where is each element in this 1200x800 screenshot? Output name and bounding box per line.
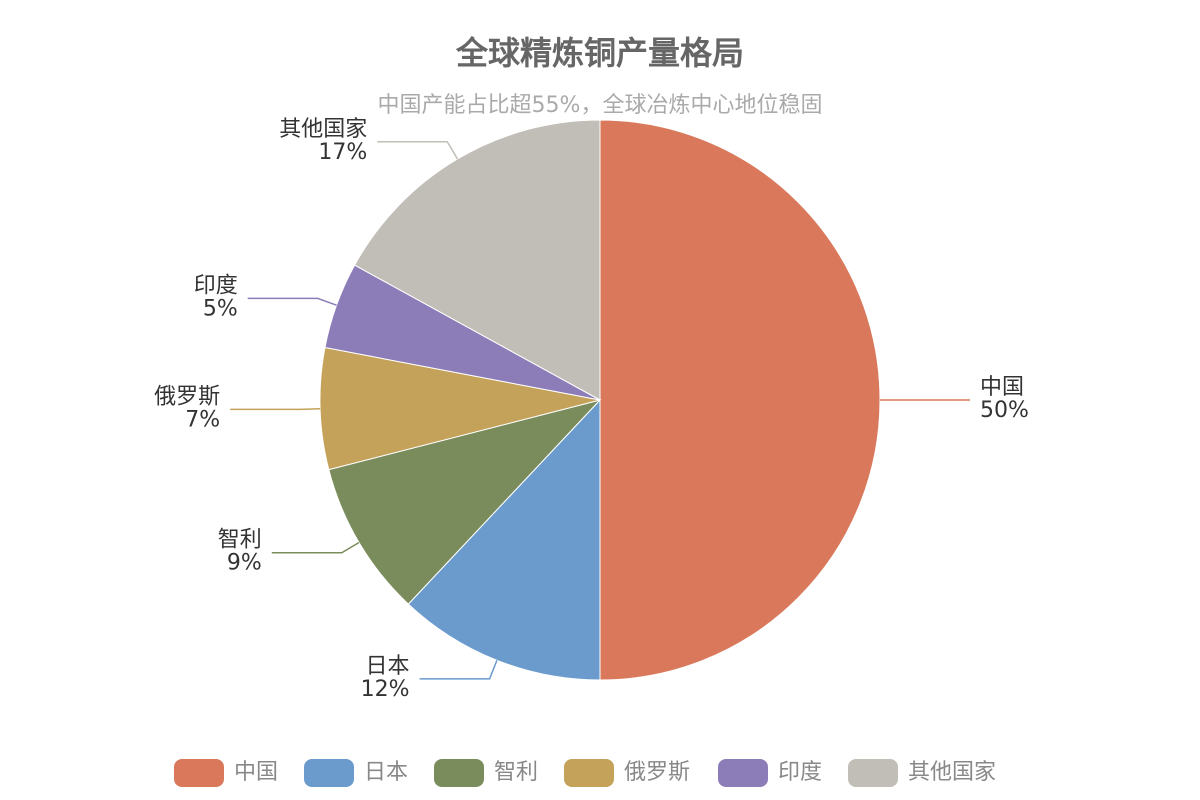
legend-label: 中国 (234, 760, 278, 785)
pie-slice (328, 399, 602, 605)
data-label-value: 12% (361, 677, 410, 702)
legend-label: 俄罗斯 (624, 760, 690, 785)
data-label-name: 中国 (980, 375, 1024, 400)
data-label-value: 7% (185, 407, 220, 432)
chart-subtitle: 中国产能占比超55%，全球冶炼中心地位稳固 (378, 93, 823, 118)
data-label-name: 其他国家 (279, 117, 367, 142)
legend-item: 印度 (718, 759, 822, 787)
label-line (230, 408, 321, 411)
legend-swatch (564, 759, 614, 787)
legend-label: 日本 (364, 760, 408, 785)
legend-label: 智利 (494, 760, 538, 785)
legend-item: 其他国家 (848, 759, 996, 787)
legend-swatch (174, 759, 224, 787)
legend-swatch (304, 759, 354, 787)
pie-slice (407, 398, 601, 681)
data-label-name: 俄罗斯 (154, 384, 220, 409)
data-label-name: 智利 (218, 528, 262, 553)
data-label-value: 17% (318, 140, 367, 165)
chart-title: 全球精炼铜产量格局 (455, 34, 744, 72)
legend-swatch (434, 759, 484, 787)
legend-item: 中国 (174, 759, 278, 787)
pie-slice (599, 119, 881, 681)
legend-item: 俄罗斯 (564, 759, 690, 787)
data-label-value: 50% (980, 398, 1029, 423)
legend-item: 日本 (304, 759, 408, 787)
data-label-name: 日本 (366, 654, 410, 679)
data-label-name: 印度 (194, 273, 238, 298)
label-line (271, 541, 360, 554)
legend-label: 其他国家 (908, 760, 996, 785)
legend-swatch (848, 759, 898, 787)
legend-item: 智利 (434, 759, 538, 787)
legend-label: 印度 (778, 760, 822, 785)
legend-swatch (718, 759, 768, 787)
pie-slice (319, 346, 601, 471)
data-label-value: 9% (227, 551, 262, 576)
label-line (419, 660, 498, 680)
label-line (377, 141, 459, 160)
data-label-value: 5% (203, 296, 238, 321)
label-line (247, 297, 337, 306)
